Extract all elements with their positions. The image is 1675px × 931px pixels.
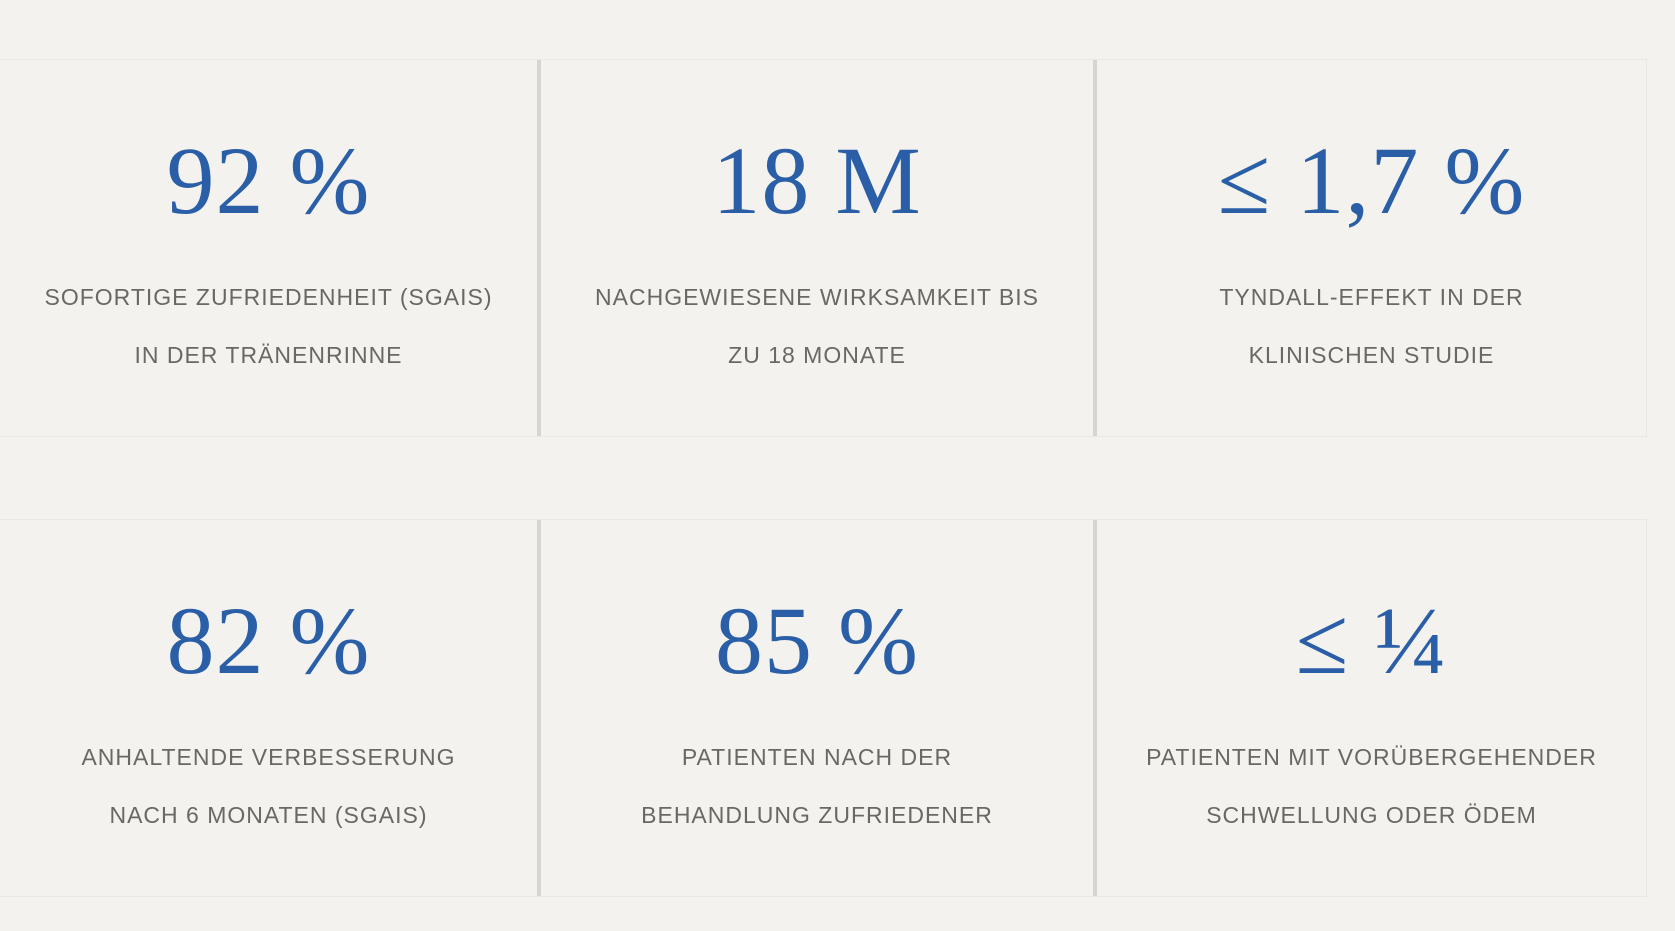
- stat-label-line: SOFORTIGE ZUFRIEDENHEIT (SGAIS): [44, 284, 493, 310]
- stat-label: PATIENTEN NACH DER BEHANDLUNG ZUFRIEDENER: [541, 728, 1093, 844]
- stat-label: TYNDALL-EFFEKT IN DER KLINISCHEN STUDIE: [1097, 268, 1646, 384]
- stat-label-line: NACHGEWIESENE WIRKSAMKEIT BIS: [595, 284, 1039, 310]
- stat-label-line: SCHWELLUNG ODER ÖDEM: [1206, 802, 1537, 828]
- stat-value: ≤ ¼: [1295, 587, 1448, 694]
- stat-value: 82 %: [166, 587, 371, 694]
- stat-label-line: ZU 18 MONATE: [728, 342, 906, 368]
- stats-row-2: 82 % ANHALTENDE VERBESSERUNG NACH 6 MONAT…: [0, 519, 1647, 897]
- stat-label-line: IN DER TRÄNENRINNE: [134, 342, 403, 368]
- stat-value: 18 M: [712, 127, 922, 234]
- stat-label-line: BEHANDLUNG ZUFRIEDENER: [641, 802, 993, 828]
- stat-label-line: KLINISCHEN STUDIE: [1248, 342, 1495, 368]
- stat-label-line: ANHALTENDE VERBESSERUNG: [81, 744, 456, 770]
- stats-row-1: 92 % SOFORTIGE ZUFRIEDENHEIT (SGAIS) IN D…: [0, 59, 1647, 437]
- stat-label-line: PATIENTEN NACH DER: [681, 744, 953, 770]
- stat-label: ANHALTENDE VERBESSERUNG NACH 6 MONATEN (S…: [0, 728, 537, 844]
- stat-card: 85 % PATIENTEN NACH DER BEHANDLUNG ZUFRIE…: [537, 520, 1093, 896]
- stat-card: ≤ ¼ PATIENTEN MIT VORÜBERGEHENDER SCHWELL…: [1093, 520, 1646, 896]
- stat-label: SOFORTIGE ZUFRIEDENHEIT (SGAIS) IN DER TR…: [0, 268, 537, 384]
- stat-card: 82 % ANHALTENDE VERBESSERUNG NACH 6 MONAT…: [0, 520, 537, 896]
- stat-label: PATIENTEN MIT VORÜBERGEHENDER SCHWELLUNG …: [1097, 728, 1646, 844]
- stat-value: ≤ 1,7 %: [1217, 127, 1526, 234]
- stat-label-line: NACH 6 MONATEN (SGAIS): [109, 802, 428, 828]
- stat-label-line: PATIENTEN MIT VORÜBERGEHENDER: [1146, 744, 1597, 770]
- stat-value: 85 %: [715, 587, 919, 694]
- stat-label: NACHGEWIESENE WIRKSAMKEIT BIS ZU 18 MONAT…: [541, 268, 1093, 384]
- stat-card: 18 M NACHGEWIESENE WIRKSAMKEIT BIS ZU 18 …: [537, 60, 1093, 436]
- stat-card: 92 % SOFORTIGE ZUFRIEDENHEIT (SGAIS) IN D…: [0, 60, 537, 436]
- stat-value: 92 %: [166, 127, 371, 234]
- stat-card: ≤ 1,7 % TYNDALL-EFFEKT IN DER KLINISCHEN …: [1093, 60, 1646, 436]
- stat-label-line: TYNDALL-EFFEKT IN DER: [1219, 284, 1524, 310]
